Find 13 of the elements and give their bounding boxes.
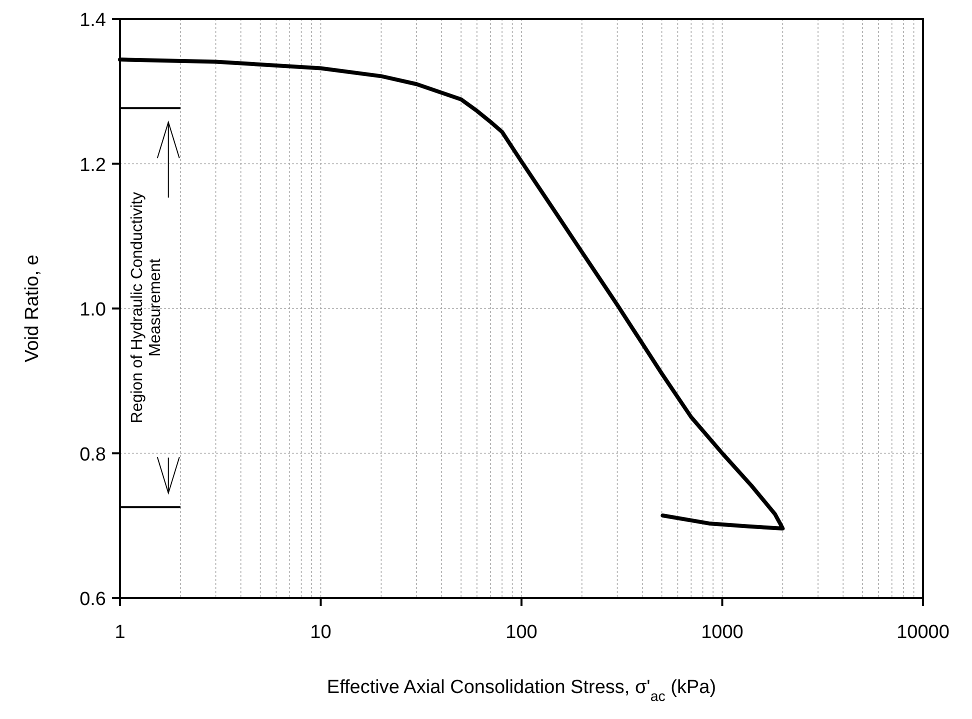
- x-tick-label: 10: [310, 622, 332, 643]
- y-tick-label: 1.0: [80, 300, 106, 320]
- x-tick-label: 10000: [896, 622, 950, 643]
- annotation: Region of Hydraulic Conductivity Measurement: [129, 192, 164, 424]
- x-tick-label: 100: [506, 622, 538, 643]
- y-tick-label: 0.8: [80, 444, 106, 466]
- y-tick-label: 0.6: [80, 589, 106, 610]
- y-axis-title: Void Ratio, e: [22, 254, 43, 362]
- y-tick-label: 1.2: [80, 154, 106, 176]
- y-tick-label: 1.4: [80, 10, 106, 31]
- x-axis-title: Effective Axial Consolidation Stress, σ'$_{ac}$ (kPa): [326, 677, 716, 705]
- x-tick-label: 1000: [701, 622, 744, 643]
- x-tick-label: 1: [114, 622, 126, 643]
